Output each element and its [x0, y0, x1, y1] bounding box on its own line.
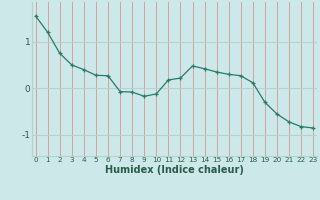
X-axis label: Humidex (Indice chaleur): Humidex (Indice chaleur) [105, 165, 244, 175]
